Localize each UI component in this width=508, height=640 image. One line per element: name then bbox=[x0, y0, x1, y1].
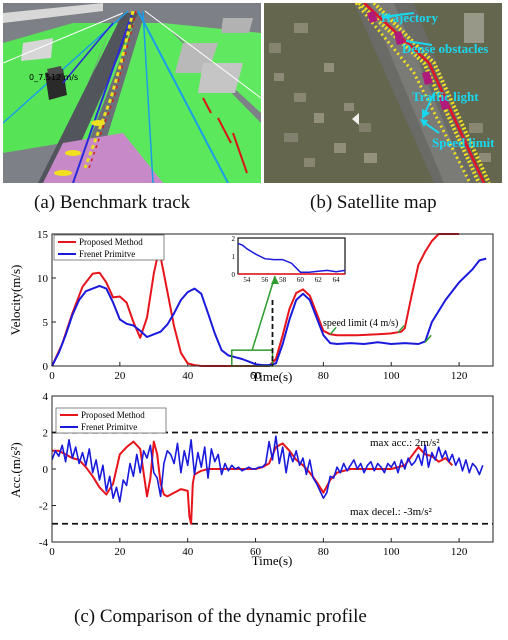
x-tick-label: 0 bbox=[49, 546, 55, 558]
inset-x-tick-label: 56 bbox=[261, 276, 269, 284]
speed-limit-arrow bbox=[424, 334, 432, 343]
benchmark-track-render bbox=[3, 3, 261, 183]
inset-x-tick-label: 64 bbox=[333, 276, 341, 284]
acc-xlabel: Time(s) bbox=[252, 553, 293, 568]
acc-legend-proposed: Proposed Method bbox=[81, 410, 145, 420]
legend-proposed: Proposed Method bbox=[79, 237, 143, 247]
acc-ylabel: Acc.(m/s²) bbox=[8, 442, 23, 498]
x-tick-label: 120 bbox=[451, 546, 468, 558]
y-tick-label: 0 bbox=[43, 464, 49, 476]
satellite-map-image: Trajectory Dense obstacles Traffic light… bbox=[264, 3, 502, 183]
satellite-map-render bbox=[264, 3, 502, 183]
inset-frenet-line bbox=[237, 242, 346, 273]
inset-frame bbox=[237, 237, 346, 275]
x-tick-label: 60 bbox=[250, 370, 262, 382]
y-tick-label: 0 bbox=[43, 361, 49, 373]
inset-x-tick-label: 54 bbox=[243, 276, 251, 284]
velocity-series-line bbox=[51, 257, 487, 367]
speed-readout: 0_7.512 m/s bbox=[29, 73, 79, 82]
caption-a: (a) Benchmark track bbox=[34, 192, 191, 213]
x-tick-label: 80 bbox=[318, 546, 330, 558]
caption-c: (c) Comparison of the dynamic profile bbox=[74, 606, 367, 627]
y-tick-label: 5 bbox=[43, 317, 49, 329]
y-tick-label: 2 bbox=[43, 428, 49, 440]
y-tick-label: -2 bbox=[39, 501, 48, 513]
inset-y-tick-label: 0 bbox=[232, 271, 236, 279]
y-tick-label: 4 bbox=[43, 391, 49, 403]
label-trajectory: Trajectory bbox=[379, 10, 438, 25]
velocity-chart: 0 20 40 60 80 100 120 0 5 10 15 54 56 58 60 62 64 0 1 2 Ti… bbox=[8, 229, 494, 384]
max-acc-label: max acc.: 2m/s² bbox=[370, 437, 440, 449]
speed-limit-arrow bbox=[397, 325, 405, 334]
label-traffic-light: Traffic light bbox=[412, 89, 479, 104]
x-tick-label: 80 bbox=[318, 370, 330, 382]
inset-y-tick-label: 1 bbox=[232, 253, 236, 261]
inset-x-tick-label: 58 bbox=[279, 276, 287, 284]
acc-legend-frenet: Frenet Primitve bbox=[81, 422, 137, 432]
x-tick-label: 100 bbox=[383, 546, 400, 558]
x-tick-label: 40 bbox=[182, 546, 194, 558]
acceleration-chart: 0 20 40 60 80 100 120 -4 -2 0 2 4 Time(s) Acc.(m/s²… bbox=[8, 391, 494, 568]
x-tick-label: 60 bbox=[250, 546, 262, 558]
benchmark-track-image: 0_7.512 m/s bbox=[3, 3, 261, 183]
legend-frenet: Frenet Primitve bbox=[79, 249, 135, 259]
y-tick-label: 10 bbox=[37, 273, 49, 285]
acc-series-line bbox=[51, 435, 484, 503]
velocity-ylabel: Velocity(m/s) bbox=[8, 265, 23, 336]
acc-legend: Proposed Method Frenet Primitve bbox=[55, 407, 167, 434]
velocity-xlabel: Time(s) bbox=[252, 369, 293, 384]
y-tick-label: 15 bbox=[37, 229, 49, 241]
zoom-arrow bbox=[251, 275, 276, 351]
label-speed-limit: Speed limit bbox=[432, 135, 495, 150]
speed-limit-arrow bbox=[329, 326, 337, 335]
x-tick-label: 0 bbox=[49, 370, 55, 382]
caption-b: (b) Satellite map bbox=[310, 192, 437, 213]
y-tick-label: -4 bbox=[39, 537, 49, 549]
velocity-legend: Proposed Method Frenet Primitve bbox=[53, 234, 165, 261]
x-tick-label: 120 bbox=[451, 370, 468, 382]
x-tick-label: 20 bbox=[114, 546, 126, 558]
max-decel-label: max decel.: -3m/s² bbox=[350, 506, 433, 518]
x-tick-label: 20 bbox=[114, 370, 126, 382]
x-tick-label: 100 bbox=[383, 370, 400, 382]
x-tick-label: 40 bbox=[182, 370, 194, 382]
acc-series-line bbox=[52, 440, 454, 525]
speed-limit-annotation: speed limit (4 m/s) bbox=[323, 318, 398, 329]
inset-x-tick-label: 60 bbox=[297, 276, 305, 284]
inset-y-tick-label: 2 bbox=[232, 235, 236, 243]
inset-x-tick-label: 62 bbox=[315, 276, 323, 284]
label-dense-obstacles: Dense obstacles bbox=[402, 41, 489, 56]
zoom-arrow-head bbox=[271, 276, 279, 284]
